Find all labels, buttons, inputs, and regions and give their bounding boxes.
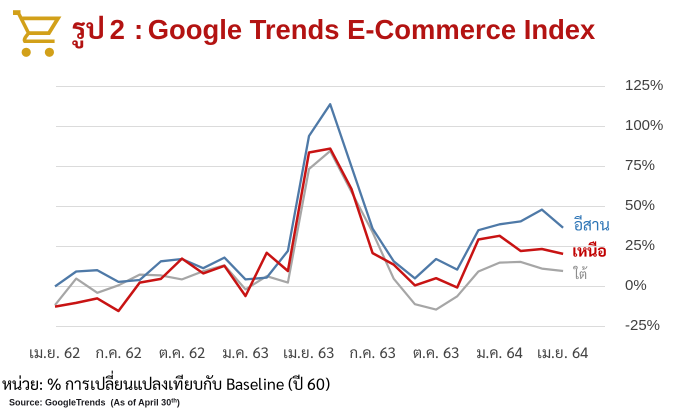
svg-text:2:: 2: — [110, 14, 144, 45]
svg-text:100%: 100% — [625, 117, 663, 134]
svg-text:-25%: -25% — [625, 317, 660, 334]
svg-text:25%: 25% — [625, 237, 655, 254]
svg-text:Source: GoogleTrends (As of A: Source: GoogleTrends (As of April 30th) — [9, 397, 180, 407]
svg-text:125%: 125% — [625, 77, 663, 94]
svg-text:75%: 75% — [625, 157, 655, 174]
svg-text:Google Trends E-Commerce Index: Google Trends E-Commerce Index — [148, 14, 596, 45]
svg-text:50%: 50% — [625, 197, 655, 214]
svg-text:0%: 0% — [625, 277, 647, 294]
